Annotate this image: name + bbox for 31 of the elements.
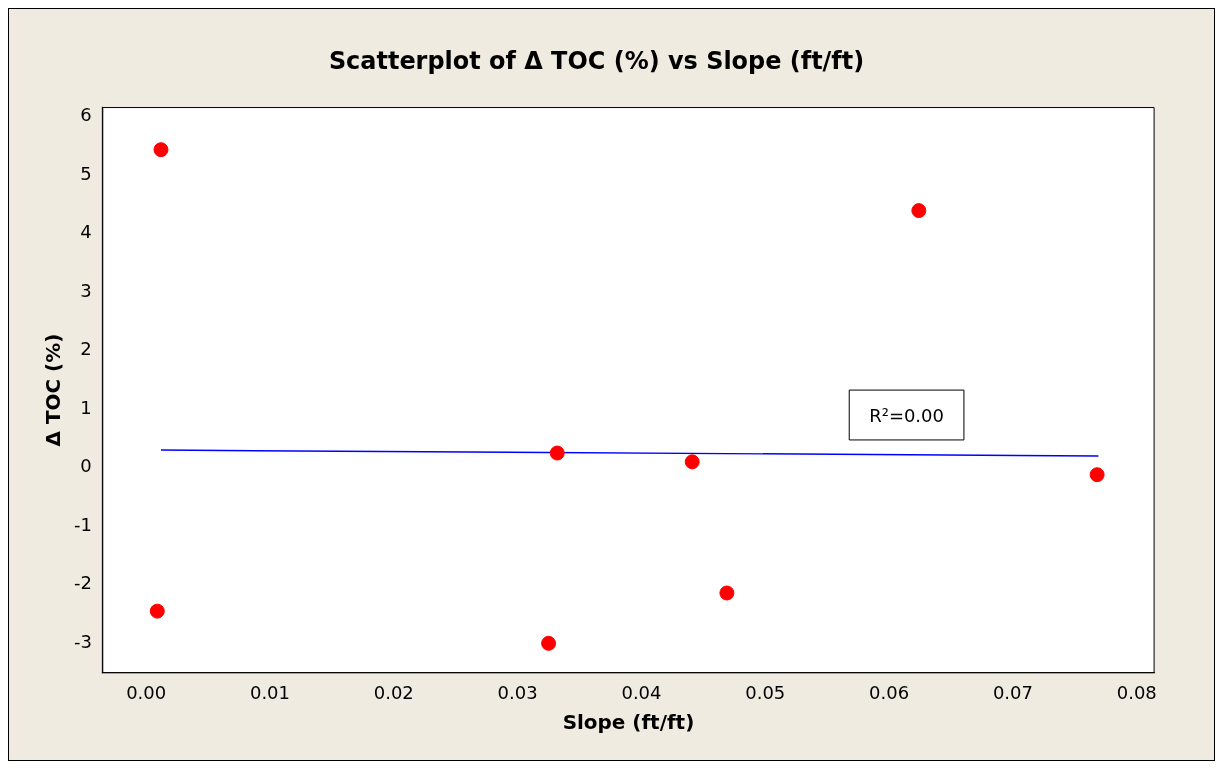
y-tick-label: 5 [80,162,92,184]
y-tick-label: 3 [80,279,92,301]
x-tick-label: 0.06 [869,682,910,704]
point [911,203,927,219]
x-tick-label: 0.05 [745,682,786,704]
y-tick-label: -1 [73,513,92,535]
chart-title: Scatterplot of Δ TOC (%) vs Slope (ft/ft) [328,47,865,76]
y-axis-title: Δ TOC (%) [41,333,66,447]
annotation: R²=0.00 [869,404,944,426]
y-tick-label: -2 [73,572,92,594]
point [719,585,735,601]
x-tick-label: 0.02 [373,682,414,704]
x-tick-label: 0.07 [992,682,1033,704]
x-tick-label: 0.01 [249,682,290,704]
point [1089,467,1105,483]
point [149,603,165,619]
x-tick-label: 0.04 [621,682,662,704]
x-tick-label: 0.03 [497,682,538,704]
point [153,142,169,158]
point [541,635,557,651]
y-tick-label: 4 [80,221,92,243]
point [684,454,700,470]
x-tick-label: 0.00 [126,682,167,704]
y-tick-label: 6 [80,103,92,125]
point [549,445,565,461]
x-tick-label: 0.08 [1116,682,1157,704]
y-tick-label: 2 [80,338,92,360]
x-axis-title: Slope (ft/ft) [562,710,695,735]
y-tick-label: 0 [80,455,92,477]
y-tick-label: 1 [80,396,92,418]
y-tick-label: -3 [73,631,92,653]
